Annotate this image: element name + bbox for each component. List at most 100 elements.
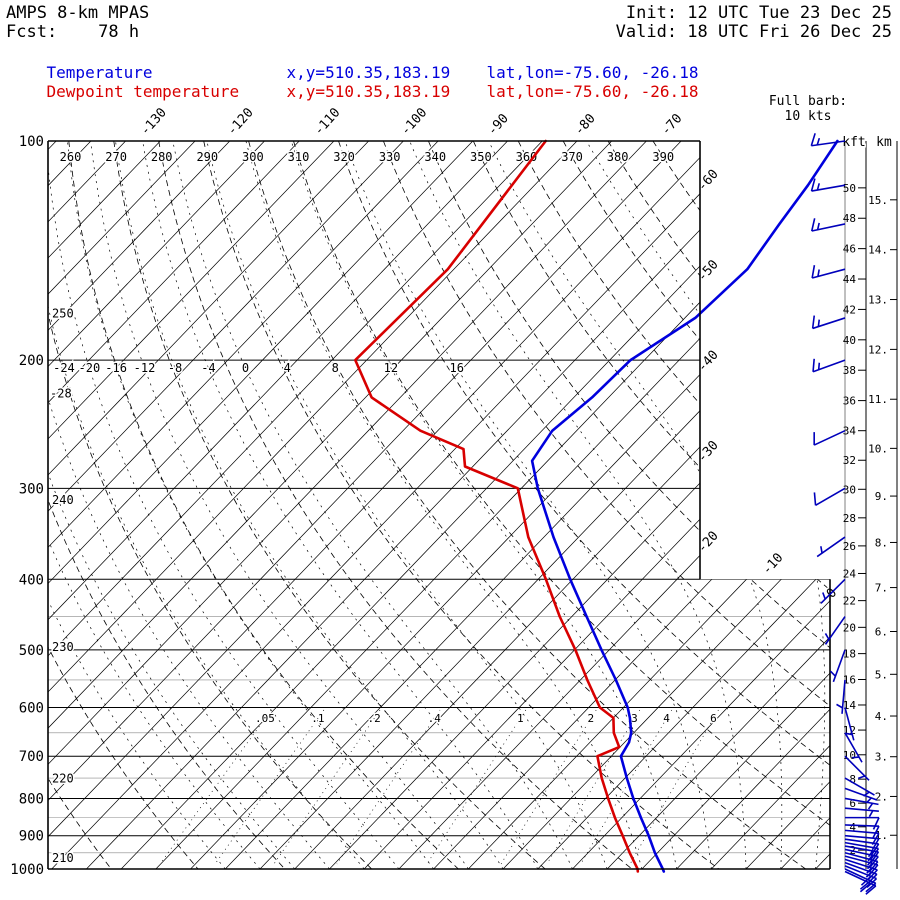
svg-text:380: 380 [607,150,629,164]
svg-text:24: 24 [843,567,857,580]
svg-text:-40: -40 [695,348,722,375]
legend-dewpoint-xy: x,y=510.35,183.19 [286,82,451,101]
legend-dewpoint-row: Dewpoint temperature x,y=510.35,183.19 lat… [8,63,699,120]
legend-dewpoint-label: Dewpoint temperature [46,82,240,101]
svg-text:220: 220 [52,772,74,786]
init-time: Init: 12 UTC Tue 23 Dec 25 [625,3,892,23]
svg-text:22: 22 [843,595,856,608]
svg-text:3.: 3. [875,751,888,764]
svg-text:280: 280 [151,150,173,164]
svg-text:320: 320 [333,150,355,164]
svg-text:-30: -30 [695,438,722,465]
svg-text:.4: .4 [428,712,442,725]
svg-text:240: 240 [52,493,74,507]
dewpoint-trace [353,139,640,873]
svg-text:11.: 11. [868,393,888,406]
svg-text:1000: 1000 [10,862,44,878]
full-barb-note-line2: 10 kts [784,109,832,124]
svg-text:5.: 5. [875,668,888,681]
legend-temperature-latlon: lat,lon=-75.60, -26.18 [486,63,699,82]
svg-text:-12: -12 [134,361,156,375]
svg-text:14.: 14. [868,244,888,257]
svg-text:290: 290 [196,150,218,164]
svg-text:26: 26 [843,540,856,553]
svg-text:4: 4 [663,712,670,725]
svg-text:100: 100 [19,134,44,150]
legend-dewpoint-latlon: lat,lon=-75.60, -26.18 [486,82,699,101]
svg-text:600: 600 [19,700,44,716]
svg-text:-120: -120 [225,105,257,138]
svg-text:40: 40 [843,334,856,347]
wind-barbs [810,133,880,895]
svg-text:46: 46 [843,243,856,256]
svg-text:6.: 6. [875,626,888,639]
svg-text:44: 44 [843,273,857,286]
svg-text:4: 4 [284,361,291,375]
svg-text:32: 32 [843,454,856,467]
svg-text:16: 16 [449,361,463,375]
svg-text:390: 390 [652,150,674,164]
svg-text:-8: -8 [168,361,182,375]
svg-text:2: 2 [588,712,595,725]
svg-text:28: 28 [843,512,856,525]
svg-text:-130: -130 [138,105,170,138]
svg-text:10: 10 [843,749,856,762]
svg-text:310: 310 [288,150,310,164]
svg-text:0: 0 [242,361,249,375]
svg-text:18: 18 [843,648,856,661]
svg-text:12.: 12. [868,343,888,356]
valid-time: Valid: 18 UTC Fri 26 Dec 25 [615,22,892,42]
svg-text:km: km [876,135,892,150]
svg-text:300: 300 [19,481,44,497]
svg-text:8: 8 [849,773,856,786]
svg-text:200: 200 [19,353,44,369]
svg-text:42: 42 [843,303,856,316]
svg-text:270: 270 [105,150,127,164]
svg-text:-80: -80 [572,111,599,138]
svg-text:7.: 7. [875,582,888,595]
svg-text:10.: 10. [868,442,888,455]
svg-text:330: 330 [379,150,401,164]
svg-text:-20: -20 [79,361,101,375]
svg-text:300: 300 [242,150,264,164]
svg-text:9.: 9. [875,490,888,503]
svg-text:4: 4 [849,821,856,834]
forecast-hour: Fcst: 78 h [6,22,140,42]
svg-text:30: 30 [843,483,856,496]
model-title: AMPS 8-km MPAS [6,3,150,23]
svg-text:210: 210 [52,851,74,865]
svg-text:34: 34 [843,425,857,438]
svg-text:700: 700 [19,749,44,765]
svg-text:-60: -60 [695,167,722,194]
svg-text:400: 400 [19,572,44,588]
svg-text:38: 38 [843,364,856,377]
svg-text:.2: .2 [368,712,381,725]
svg-text:260: 260 [60,150,82,164]
svg-text:8: 8 [332,361,339,375]
temperature-trace [530,139,839,873]
full-barb-note: Full barb: 10 kts [760,94,856,124]
plot-border [47,140,831,870]
svg-text:-24: -24 [53,361,75,375]
svg-text:340: 340 [424,150,446,164]
height-axes: kftkm24681012141618202224262830323436384… [841,134,898,869]
svg-text:-20: -20 [695,529,722,556]
legend-temperature-label: Temperature [46,63,153,82]
svg-text:-10: -10 [760,550,787,577]
svg-text:3: 3 [631,712,638,725]
svg-text:900: 900 [19,829,44,845]
svg-text:350: 350 [470,150,492,164]
svg-text:230: 230 [52,640,74,654]
legend-temperature-row: Temperature x,y=510.35,183.19 lat,lon=-75.… [8,44,699,101]
svg-text:8.: 8. [875,536,888,549]
svg-text:250: 250 [52,307,74,321]
svg-text:-70: -70 [659,111,686,138]
svg-text:370: 370 [561,150,583,164]
svg-text:15.: 15. [868,194,888,207]
svg-text:-100: -100 [398,105,430,138]
svg-text:-110: -110 [311,105,343,138]
legend-temperature-xy: x,y=510.35,183.19 [286,63,451,82]
svg-text:.05: .05 [255,712,275,725]
